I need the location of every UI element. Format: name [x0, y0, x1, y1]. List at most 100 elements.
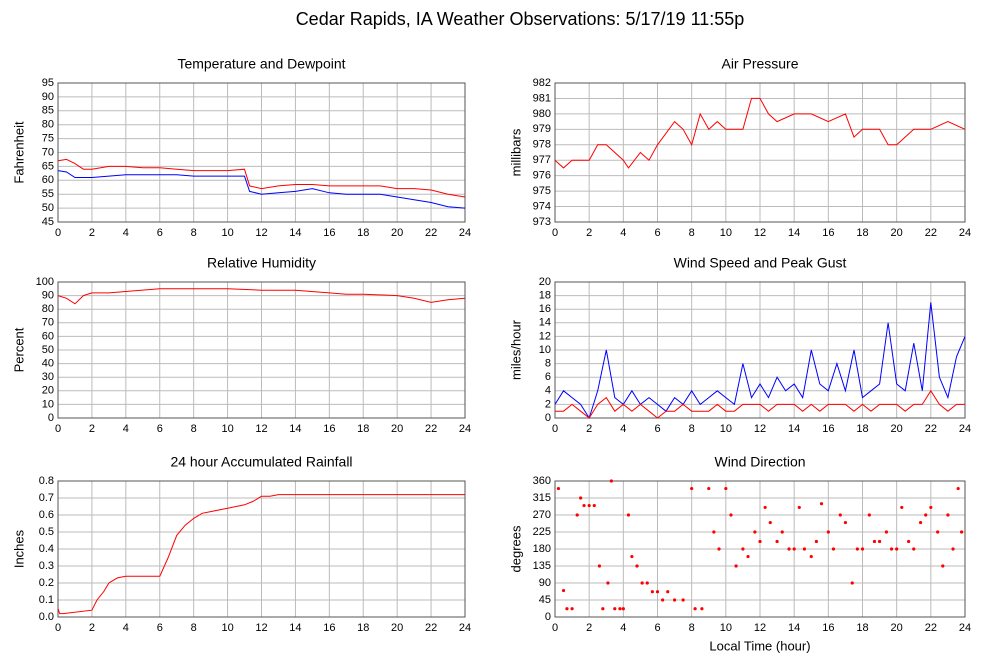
- y-tick-label: 4: [545, 385, 551, 397]
- y-tick-label: 315: [533, 492, 551, 504]
- x-tick-label: 4: [123, 227, 129, 239]
- y-tick-label: 2: [545, 398, 551, 410]
- y-axis-label: Fahrenheit: [11, 121, 26, 184]
- y-tick-label: 8: [545, 358, 551, 370]
- y-tick-label: 980: [533, 108, 551, 120]
- data-point: [693, 607, 697, 611]
- x-tick-label: 12: [255, 622, 267, 634]
- data-point: [809, 554, 813, 559]
- data-point: [613, 607, 617, 611]
- y-tick-label: 90: [42, 91, 54, 103]
- x-tick-label: 18: [856, 622, 868, 634]
- x-tick-label: 12: [255, 227, 267, 239]
- y-tick-label: 6: [545, 371, 551, 383]
- x-tick-label: 8: [191, 227, 197, 239]
- y-tick-label: 982: [533, 77, 551, 89]
- data-point: [895, 547, 899, 551]
- data-point: [814, 539, 818, 544]
- data-point: [609, 479, 613, 483]
- data-point: [872, 539, 877, 544]
- data-point: [570, 607, 574, 611]
- x-tick-label: 8: [689, 423, 695, 435]
- data-line: [555, 389, 965, 419]
- y-axis-label: millibars: [508, 128, 523, 176]
- data-point: [561, 588, 566, 593]
- data-point: [597, 564, 602, 568]
- plot-frame: [554, 480, 966, 618]
- x-tick-label: 24: [959, 423, 971, 435]
- x-tick-label: 2: [89, 227, 95, 239]
- data-point: [838, 513, 842, 517]
- x-tick-label: 16: [822, 622, 834, 634]
- data-point: [645, 581, 649, 585]
- y-tick-label: 978: [533, 139, 551, 151]
- page-title: Cedar Rapids, IA Weather Observations: 5…: [296, 9, 745, 29]
- data-point: [819, 502, 824, 506]
- data-point: [831, 547, 836, 551]
- chart-title: Air Pressure: [721, 56, 798, 72]
- x-tick-label: 6: [654, 227, 660, 239]
- x-tick-label: 20: [891, 423, 903, 435]
- y-tick-label: 80: [42, 303, 54, 315]
- data-point: [655, 590, 660, 594]
- data-point: [956, 486, 960, 491]
- data-point: [618, 607, 622, 611]
- data-point: [802, 547, 807, 551]
- plot-frame: [554, 281, 966, 419]
- data-point: [843, 520, 848, 525]
- y-tick-label: 974: [533, 200, 551, 212]
- x-tick-label: 10: [221, 622, 233, 634]
- y-tick-label: 0.7: [39, 492, 54, 504]
- y-tick-label: 0.6: [39, 509, 54, 521]
- data-line: [57, 170, 466, 209]
- data-point: [797, 505, 801, 510]
- y-tick-label: 975: [533, 185, 551, 197]
- y-tick-label: 10: [42, 398, 54, 410]
- data-point: [681, 598, 685, 602]
- chart-title: Wind Speed and Peak Gust: [674, 255, 847, 271]
- y-tick-label: 80: [42, 119, 54, 131]
- y-axis-label: Inches: [11, 529, 26, 568]
- x-tick-label: 16: [323, 423, 335, 435]
- y-tick-label: 270: [533, 509, 551, 521]
- data-point: [936, 530, 940, 534]
- y-tick-label: 180: [533, 543, 551, 555]
- data-point: [707, 486, 711, 491]
- x-tick-label: 2: [89, 622, 95, 634]
- y-tick-label: 55: [42, 188, 54, 200]
- y-tick-label: 90: [539, 577, 551, 589]
- x-tick-label: 4: [620, 622, 626, 634]
- y-tick-label: 20: [539, 276, 551, 288]
- chart-title: Wind Direction: [714, 454, 805, 470]
- data-point: [775, 539, 779, 544]
- y-tick-label: 18: [539, 290, 551, 302]
- x-tick-label: 6: [654, 622, 660, 634]
- y-tick-label: 70: [42, 317, 54, 329]
- y-tick-label: 60: [42, 330, 54, 342]
- x-tick-label: 22: [425, 423, 437, 435]
- y-tick-label: 20: [42, 385, 54, 397]
- x-tick-label: 6: [157, 622, 163, 634]
- plot-frame: [57, 82, 466, 223]
- data-line: [554, 97, 966, 169]
- x-tick-label: 0: [55, 227, 61, 239]
- y-axis-label: degrees: [508, 525, 523, 572]
- x-tick-label: 2: [586, 423, 592, 435]
- x-tick-label: 20: [391, 227, 403, 239]
- data-point: [918, 520, 923, 525]
- y-tick-label: 50: [42, 202, 54, 214]
- data-point: [907, 539, 911, 544]
- data-point: [582, 503, 586, 508]
- y-tick-label: 45: [539, 594, 551, 606]
- x-axis-label: Local Time (hour): [709, 638, 810, 653]
- data-point: [606, 581, 610, 585]
- x-tick-label: 0: [552, 423, 558, 435]
- data-point: [746, 554, 750, 559]
- data-point: [626, 513, 631, 517]
- x-tick-label: 18: [357, 423, 369, 435]
- data-point: [850, 581, 854, 585]
- data-line: [57, 158, 466, 198]
- x-tick-label: 0: [55, 622, 61, 634]
- x-tick-label: 8: [689, 622, 695, 634]
- data-point: [666, 590, 670, 594]
